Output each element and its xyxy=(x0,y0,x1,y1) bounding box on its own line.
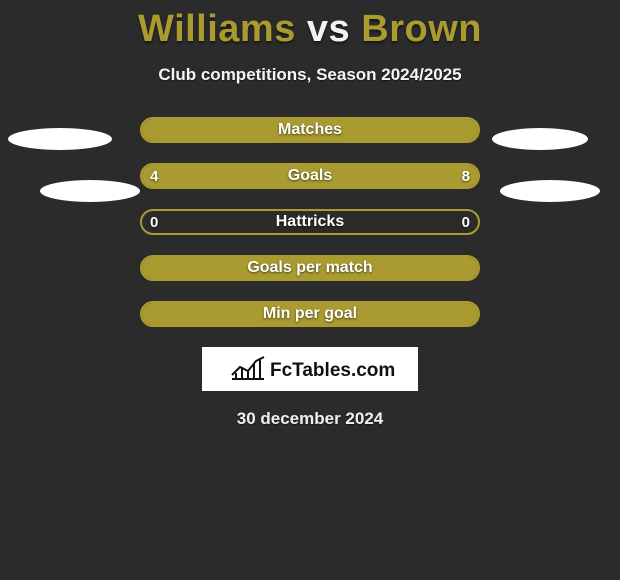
page-title: Williams vs Brown xyxy=(0,0,620,51)
side-ellipse xyxy=(492,128,588,150)
subtitle: Club competitions, Season 2024/2025 xyxy=(0,65,620,85)
stat-row: Hattricks0 0 xyxy=(0,209,620,239)
value-left: 4 xyxy=(150,163,158,189)
side-ellipse xyxy=(500,180,600,202)
bar-fill-right xyxy=(253,165,478,187)
stat-row: Goals per match xyxy=(0,255,620,285)
logo-box: FcTables.com xyxy=(202,347,418,391)
bar-container: Min per goal xyxy=(140,301,480,327)
title-player1: Williams xyxy=(138,8,296,50)
bar-container: Matches xyxy=(140,117,480,143)
bar-fill-left xyxy=(142,165,253,187)
side-ellipse xyxy=(8,128,112,150)
bar-fill-left xyxy=(142,303,478,325)
bar-container: Goals per match xyxy=(140,255,480,281)
side-ellipse xyxy=(40,180,140,202)
value-right: 0 xyxy=(462,209,470,235)
fctables-logo-icon: FcTables.com xyxy=(210,353,410,385)
bar-label: Hattricks xyxy=(142,211,478,233)
bar-fill-left xyxy=(142,119,478,141)
stat-row: Min per goal xyxy=(0,301,620,331)
date-line: 30 december 2024 xyxy=(0,409,620,429)
bar-container: Goals xyxy=(140,163,480,189)
title-vs: vs xyxy=(296,8,361,50)
bar-fill-left xyxy=(142,257,478,279)
logo-text: FcTables.com xyxy=(270,360,395,381)
value-right: 8 xyxy=(462,163,470,189)
title-player2: Brown xyxy=(361,8,482,50)
value-left: 0 xyxy=(150,209,158,235)
bar-container: Hattricks xyxy=(140,209,480,235)
